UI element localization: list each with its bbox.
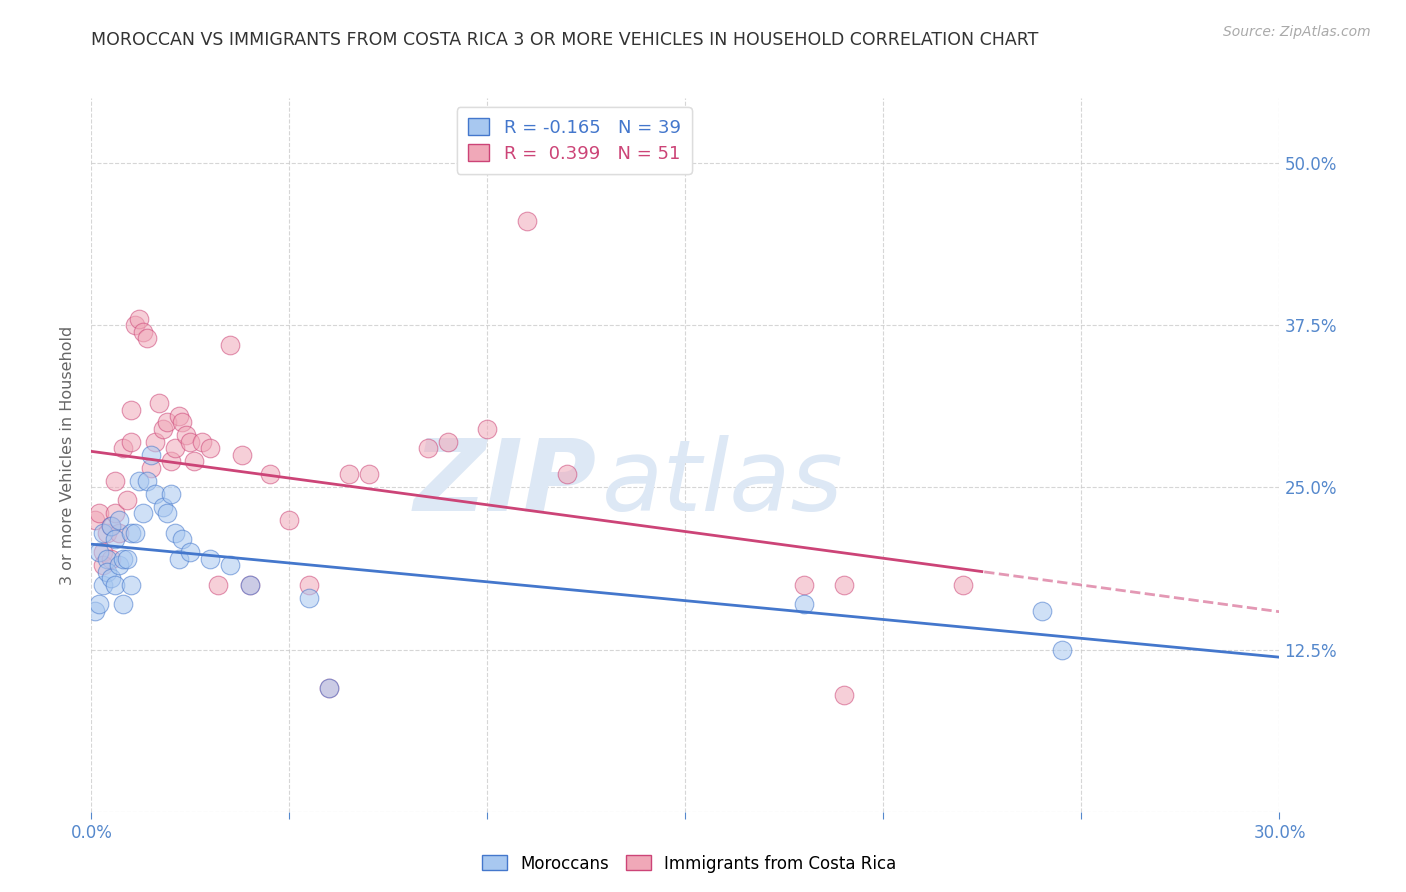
Point [104,506,127,520]
Point [152,422,174,436]
Point [239,577,262,591]
Point [100,519,122,533]
Point [128,474,150,488]
Point [239,577,262,591]
Point [115,493,138,508]
Point [191,434,214,449]
Point [132,506,155,520]
Point [832,688,855,702]
Point [172,416,194,430]
Point [1031,604,1053,618]
Point [143,434,166,449]
Point [112,597,135,611]
Point [416,442,439,456]
Point [108,558,131,573]
Point [179,434,201,449]
Text: Source: ZipAtlas.com: Source: ZipAtlas.com [1223,25,1371,39]
Point [91,525,114,540]
Point [176,428,198,442]
Point [120,525,142,540]
Point [104,533,127,547]
Point [135,331,157,345]
Point [156,416,179,430]
Point [108,513,131,527]
Y-axis label: 3 or more Vehicles in Household: 3 or more Vehicles in Household [60,326,76,584]
Point [200,551,222,566]
Point [96,565,118,579]
Point [96,551,118,566]
Point [156,506,179,520]
Point [159,487,181,501]
Point [516,214,538,228]
Point [298,591,321,605]
Point [952,577,974,591]
Point [318,681,340,696]
Point [135,474,157,488]
Point [436,434,458,449]
Point [163,525,186,540]
Point [115,551,138,566]
Point [207,577,229,591]
Point [278,513,301,527]
Legend: Moroccans, Immigrants from Costa Rica: Moroccans, Immigrants from Costa Rica [475,848,903,880]
Point [96,525,118,540]
Point [139,461,162,475]
Point [318,681,340,696]
Text: atlas: atlas [602,435,844,532]
Point [219,558,242,573]
Point [132,325,155,339]
Point [84,513,107,527]
Point [337,467,360,482]
Point [183,454,205,468]
Point [143,487,166,501]
Point [1050,642,1073,657]
Point [84,604,107,618]
Point [793,597,815,611]
Point [477,422,499,436]
Point [139,448,162,462]
Point [231,448,253,462]
Point [200,442,222,456]
Point [148,396,170,410]
Point [112,442,135,456]
Point [91,545,114,559]
Point [89,545,111,559]
Point [555,467,578,482]
Point [104,577,127,591]
Point [159,454,181,468]
Legend: R = -0.165   N = 39, R =  0.399   N = 51: R = -0.165 N = 39, R = 0.399 N = 51 [457,107,692,174]
Point [91,577,114,591]
Point [793,577,815,591]
Point [128,311,150,326]
Point [124,525,146,540]
Point [89,506,111,520]
Point [89,597,111,611]
Point [112,551,135,566]
Point [124,318,146,333]
Point [120,402,142,417]
Point [259,467,281,482]
Point [152,500,174,514]
Point [167,409,190,423]
Point [100,551,122,566]
Point [100,571,122,585]
Text: MOROCCAN VS IMMIGRANTS FROM COSTA RICA 3 OR MORE VEHICLES IN HOUSEHOLD CORRELATI: MOROCCAN VS IMMIGRANTS FROM COSTA RICA 3… [91,31,1039,49]
Point [120,434,142,449]
Point [120,577,142,591]
Point [91,558,114,573]
Point [357,467,380,482]
Point [219,337,242,351]
Point [172,533,194,547]
Text: ZIP: ZIP [413,435,596,532]
Point [108,525,131,540]
Point [179,545,201,559]
Point [832,577,855,591]
Point [298,577,321,591]
Point [163,442,186,456]
Point [100,519,122,533]
Point [104,474,127,488]
Point [167,551,190,566]
